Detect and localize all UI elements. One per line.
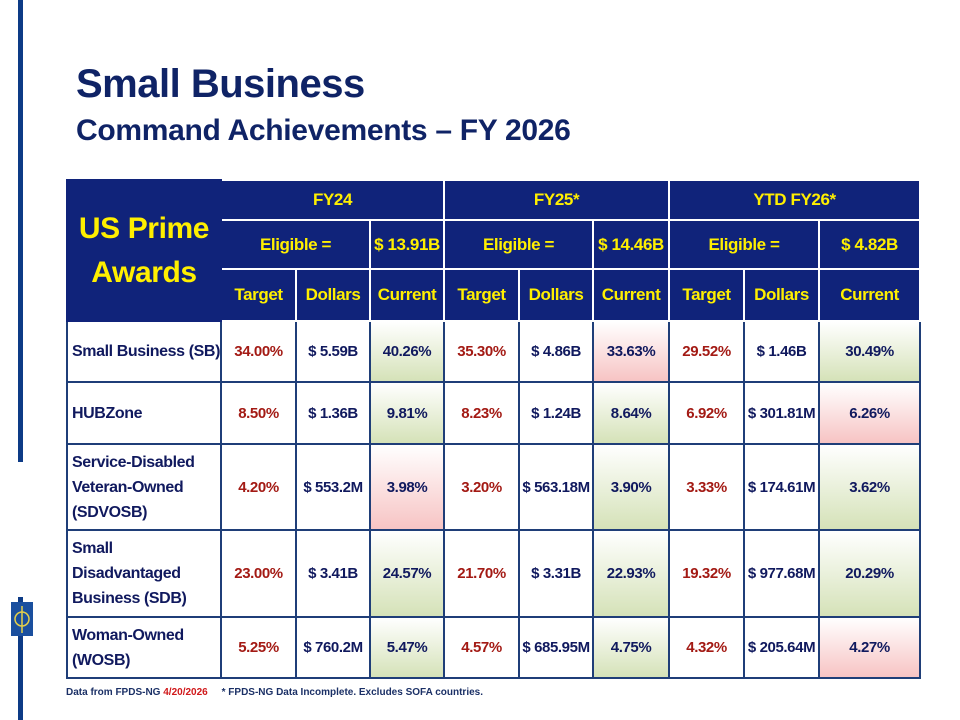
column-header: Current [368, 268, 446, 322]
target-cell: 23.00% [220, 529, 297, 618]
target-cell: 3.20% [443, 443, 521, 531]
column-header: Target [220, 268, 297, 322]
current-cell: 3.90% [592, 443, 671, 531]
table-row: Small Disadvantaged Business (SDB) 23.00%… [66, 529, 922, 618]
footer-source: Data from FPDS-NG [66, 687, 161, 698]
dollars-cell: $ 563.18M [518, 443, 595, 531]
target-cell: 34.00% [220, 320, 297, 383]
current-cell: 6.26% [818, 381, 922, 445]
eligible-amount: $ 14.46B [592, 219, 671, 270]
column-header: Dollars [518, 268, 595, 322]
eligible-label: Eligible = [443, 219, 595, 270]
dollars-cell: $ 3.31B [518, 529, 595, 618]
column-header: Target [668, 268, 746, 322]
dollars-cell: $ 760.2M [295, 616, 371, 679]
awards-table: US Prime Awards FY24 FY25* YTD FY26* Eligibl… [66, 179, 922, 679]
current-cell: 4.75% [592, 616, 671, 679]
dollars-cell: $ 174.61M [743, 443, 821, 531]
dollars-cell: $ 977.68M [743, 529, 821, 618]
dollars-cell: $ 3.41B [295, 529, 371, 618]
page-title: Small Business [76, 62, 365, 106]
current-cell: 24.57% [368, 529, 446, 618]
current-cell: 4.27% [818, 616, 922, 679]
current-cell: 9.81% [368, 381, 446, 445]
target-cell: 29.52% [668, 320, 746, 383]
dollars-cell: $ 685.95M [518, 616, 595, 679]
eligible-label: Eligible = [668, 219, 821, 270]
column-header: Current [818, 268, 922, 322]
footer-disclaimer: * FPDS-NG Data Incomplete. Excludes SOFA… [221, 687, 483, 698]
column-header: Target [443, 268, 521, 322]
target-cell: 35.30% [443, 320, 521, 383]
table-row: Small Business (SB) 34.00% $ 5.59B 40.26% 35… [66, 320, 922, 383]
dollars-cell: $ 1.24B [518, 381, 595, 445]
table-row: Service-Disabled Veteran-Owned (SDVOSB) 4… [66, 443, 922, 531]
dollars-cell: $ 4.86B [518, 320, 595, 383]
target-cell: 6.92% [668, 381, 746, 445]
accent-bar [18, 0, 23, 720]
target-cell: 3.33% [668, 443, 746, 531]
dollars-cell: $ 5.59B [295, 320, 371, 383]
row-label: Service-Disabled Veteran-Owned (SDVOSB) [66, 443, 222, 531]
target-cell: 19.32% [668, 529, 746, 618]
year-header: YTD FY26* [668, 179, 922, 221]
target-cell: 21.70% [443, 529, 521, 618]
page-subtitle: Command Achievements – FY 2026 [76, 114, 571, 147]
current-cell: 22.93% [592, 529, 671, 618]
target-cell: 5.25% [220, 616, 297, 679]
navfac-logo: NAVFAC [10, 462, 34, 636]
current-cell: 33.63% [592, 320, 671, 383]
current-cell: 3.62% [818, 443, 922, 531]
footer-note: Data from FPDS-NG 4/20/2026 * FPDS-NG Da… [66, 687, 483, 698]
eligible-label: Eligible = [220, 219, 371, 270]
target-cell: 8.23% [443, 381, 521, 445]
current-cell: 20.29% [818, 529, 922, 618]
current-cell: 8.64% [592, 381, 671, 445]
dollars-cell: $ 1.46B [743, 320, 821, 383]
row-label: Small Disadvantaged Business (SDB) [66, 529, 222, 618]
current-cell: 3.98% [368, 443, 446, 531]
column-header: Current [592, 268, 671, 322]
year-header: FY25* [443, 179, 671, 221]
dollars-cell: $ 553.2M [295, 443, 371, 531]
row-label: HUBZone [66, 381, 222, 445]
current-cell: 5.47% [368, 616, 446, 679]
target-cell: 4.20% [220, 443, 297, 531]
column-header: Dollars [295, 268, 371, 322]
footer-date: 4/20/2026 [163, 687, 208, 698]
dollars-cell: $ 1.36B [295, 381, 371, 445]
current-cell: 30.49% [818, 320, 922, 383]
table-row: Woman-Owned (WOSB) 5.25% $ 760.2M 5.47% 4.57… [66, 616, 922, 679]
dollars-cell: $ 301.81M [743, 381, 821, 445]
eligible-amount: $ 4.82B [818, 219, 922, 270]
target-cell: 8.50% [220, 381, 297, 445]
eligible-amount: $ 13.91B [368, 219, 446, 270]
current-cell: 40.26% [368, 320, 446, 383]
year-header: FY24 [219, 179, 446, 221]
row-label: Woman-Owned (WOSB) [66, 616, 222, 679]
row-label: Small Business (SB) [66, 320, 222, 383]
column-header: Dollars [743, 268, 821, 322]
dollars-cell: $ 205.64M [743, 616, 821, 679]
table-corner-heading: US Prime Awards [66, 179, 222, 322]
table-row: HUBZone 8.50% $ 1.36B 9.81% 8.23% $ 1.24B 8.64… [66, 381, 922, 445]
target-cell: 4.32% [668, 616, 746, 679]
target-cell: 4.57% [443, 616, 521, 679]
